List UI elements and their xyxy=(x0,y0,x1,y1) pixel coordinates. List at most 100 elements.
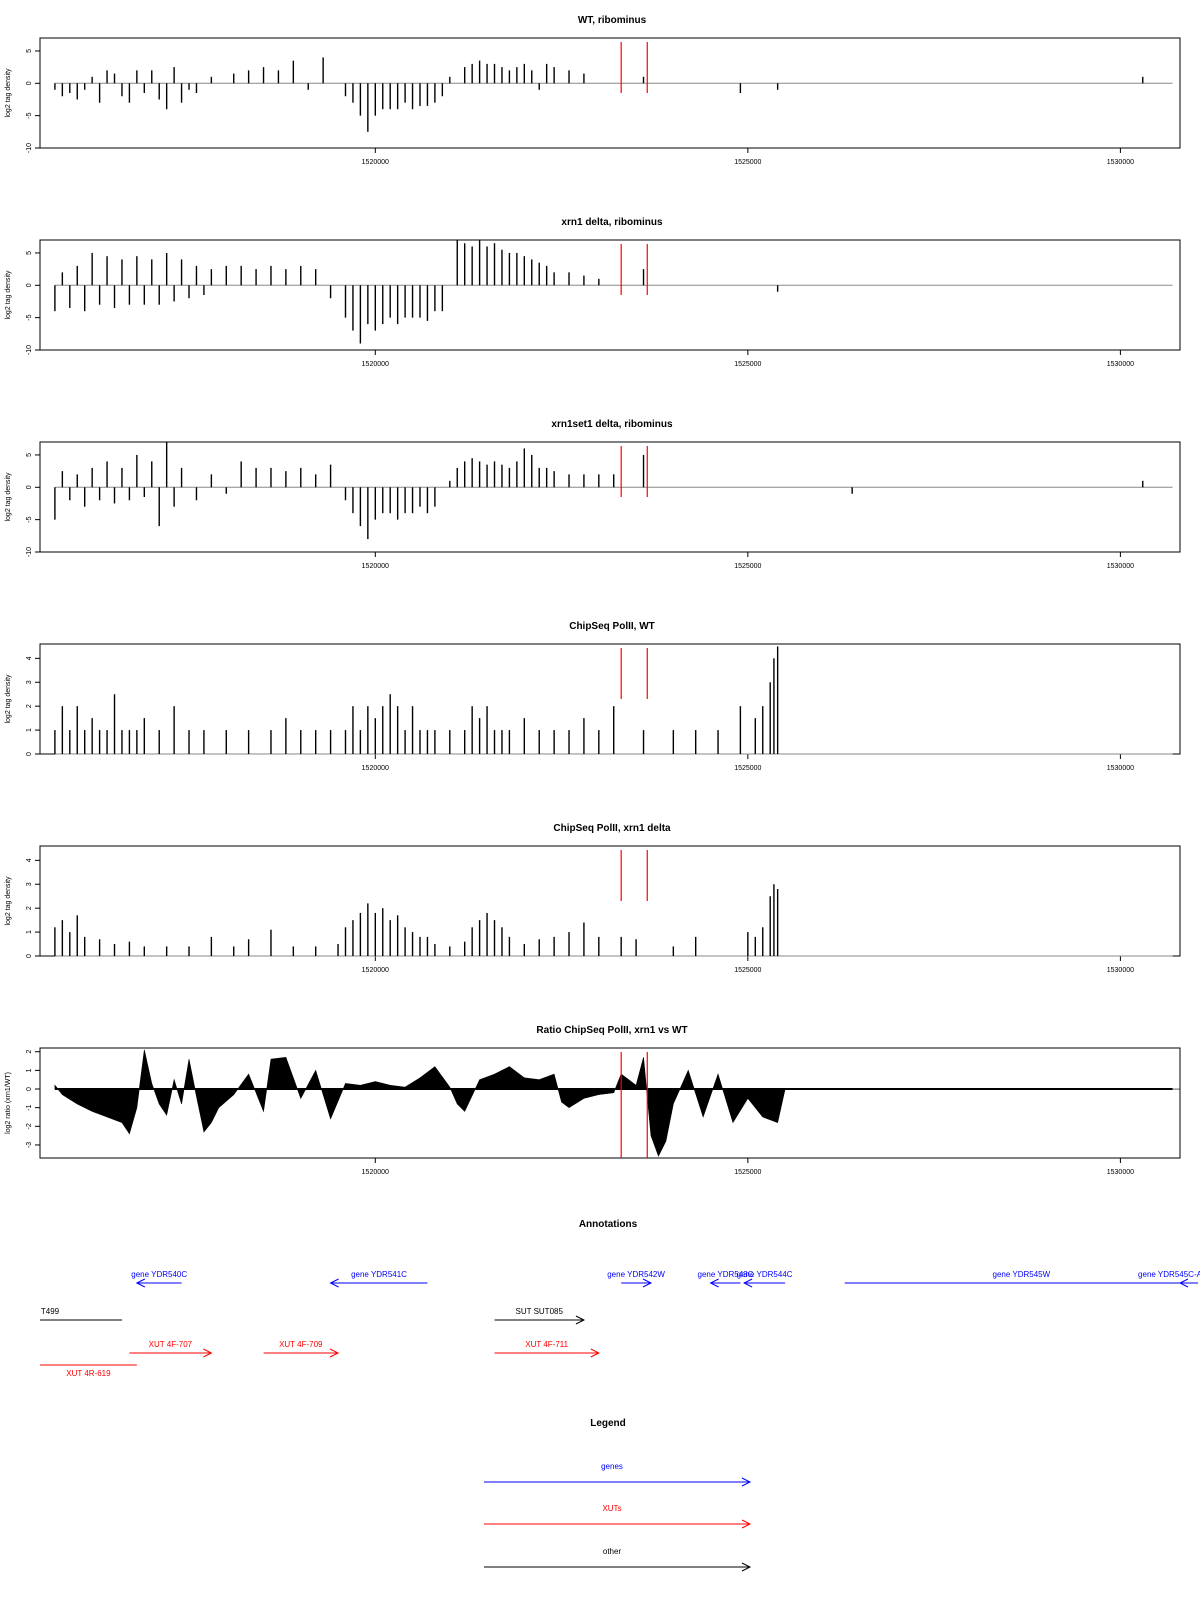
annotations-title: Annotations xyxy=(579,1219,638,1230)
y-tick-label: -5 xyxy=(26,314,33,320)
legend-label: XUTs xyxy=(602,1504,621,1513)
panel-title: ChipSeq PolII, xrn1 delta xyxy=(553,823,671,834)
x-tick-label: 1525000 xyxy=(734,967,761,974)
annotation-xut-4f-709: XUT 4F-709 xyxy=(263,1340,340,1358)
y-tick-label: 0 xyxy=(26,283,33,287)
legend-label: genes xyxy=(601,1462,623,1471)
x-tick-label: 1520000 xyxy=(362,967,389,974)
y-tick-label: -1 xyxy=(26,1104,33,1110)
track-panel-4: ChipSeq PolII, WT log2 tag density 0 1 2 3 4 15… xyxy=(5,621,1181,772)
y-tick-label: 2 xyxy=(26,906,33,910)
feature-label: gene YDR545C-A xyxy=(1138,1270,1200,1279)
y-tick-label: -10 xyxy=(26,345,33,355)
annotation-xut-4f-711: XUT 4F-711 xyxy=(494,1340,600,1358)
annotation-gene-ydr544c: gene YDR544C xyxy=(737,1270,793,1288)
x-tick-label: 1520000 xyxy=(362,765,389,772)
x-tick-label: 1530000 xyxy=(1107,563,1134,570)
panel-title: ChipSeq PolII, WT xyxy=(569,621,655,632)
annotation-gene-ydr543c: gene YDR543C xyxy=(698,1270,754,1288)
arrow-right-icon xyxy=(203,1348,213,1358)
y-tick-label: -3 xyxy=(26,1142,33,1148)
y-tick-label: 3 xyxy=(26,882,33,886)
feature-label: gene YDR545W xyxy=(993,1270,1051,1279)
x-tick-label: 1520000 xyxy=(362,159,389,166)
x-tick-label: 1520000 xyxy=(362,563,389,570)
feature-label: gene YDR541C xyxy=(351,1270,407,1279)
annotation-features: gene YDR540C gene YDR541C gene YDR542W gene… xyxy=(40,1270,1200,1378)
arrow-right-icon xyxy=(741,1477,752,1487)
track-panel-1: WT, ribominus log2 tag density -10 -5 0 5 1520… xyxy=(5,15,1181,166)
annotation-xut-4r-619: XUT 4R-619 xyxy=(40,1364,137,1378)
x-tick-label: 1525000 xyxy=(734,765,761,772)
arrow-left-icon xyxy=(1178,1278,1189,1288)
plot-frame xyxy=(39,643,1181,755)
track-panel-2: xrn1 delta, ribominus log2 tag density -10… xyxy=(5,217,1181,368)
y-axis-label: log2 tag density xyxy=(5,472,12,522)
annotation-sut-sut085: SUT SUT085 xyxy=(494,1307,586,1325)
feature-label: XUT 4F-707 xyxy=(149,1340,193,1349)
panel-title: Ratio ChipSeq PolII, xrn1 vs WT xyxy=(536,1025,687,1036)
legend-entry-XUTs: XUTs xyxy=(484,1504,752,1529)
plot-frame xyxy=(39,441,1181,553)
arrow-left-icon xyxy=(135,1278,146,1288)
y-tick-label: 0 xyxy=(26,1087,33,1091)
x-tick-label: 1530000 xyxy=(1107,1169,1134,1176)
plot-frame xyxy=(39,239,1181,351)
y-axis-label: log2 tag density xyxy=(5,270,12,320)
y-tick-label: 1 xyxy=(26,1068,33,1072)
y-tick-label: 1 xyxy=(26,930,33,934)
y-tick-label: -5 xyxy=(26,112,33,118)
feature-label: SUT SUT085 xyxy=(515,1307,563,1316)
track-panel-3: xrn1set1 delta, ribominus log2 tag densit… xyxy=(5,419,1181,570)
legend: Legend genes XUTs other xyxy=(484,1418,752,1572)
feature-label: gene YDR540C xyxy=(131,1270,187,1279)
feature-label: XUT 4R-619 xyxy=(66,1369,111,1378)
arrow-left-icon xyxy=(742,1278,753,1288)
y-tick-label: -10 xyxy=(26,143,33,153)
x-tick-label: 1525000 xyxy=(734,159,761,166)
x-tick-label: 1525000 xyxy=(734,1169,761,1176)
arrow-right-icon xyxy=(590,1348,600,1358)
x-tick-label: 1520000 xyxy=(362,361,389,368)
y-tick-label: 1 xyxy=(26,728,33,732)
y-tick-label: -2 xyxy=(26,1123,33,1129)
y-axis-label: log2 tag density xyxy=(5,674,12,724)
y-axis-label: log2 ratio (xrn1/WT) xyxy=(5,1072,12,1134)
y-tick-label: 5 xyxy=(26,251,33,255)
y-tick-label: 2 xyxy=(26,704,33,708)
annotation-gene-ydr540c: gene YDR540C xyxy=(131,1270,187,1288)
panel-title: xrn1 delta, ribominus xyxy=(561,217,663,228)
feature-label: XUT 4F-711 xyxy=(525,1340,568,1349)
y-tick-label: 0 xyxy=(26,485,33,489)
plot-frame xyxy=(39,1047,1181,1159)
x-tick-label: 1530000 xyxy=(1107,765,1134,772)
feature-label: gene YDR542W xyxy=(607,1270,665,1279)
y-tick-label: 5 xyxy=(26,453,33,457)
ratio-area xyxy=(54,1049,1180,1157)
legend-entry-genes: genes xyxy=(484,1462,752,1487)
annotation-t499: T499 xyxy=(40,1307,122,1321)
y-tick-label: 3 xyxy=(26,680,33,684)
legend-title: Legend xyxy=(590,1418,626,1429)
y-tick-label: -10 xyxy=(26,547,33,557)
annotations-section: Annotations gene YDR540C gene YDR541C gene… xyxy=(40,1219,1200,1378)
y-tick-label: 0 xyxy=(26,81,33,85)
panel-title: WT, ribominus xyxy=(578,15,647,26)
feature-label: T499 xyxy=(41,1307,60,1316)
track-panel-6: Ratio ChipSeq PolII, xrn1 vs WT log2 rati… xyxy=(5,1025,1181,1176)
arrow-right-icon xyxy=(642,1278,653,1288)
x-tick-label: 1525000 xyxy=(734,563,761,570)
y-tick-label: 2 xyxy=(26,1050,33,1054)
y-tick-label: 4 xyxy=(26,656,33,660)
y-axis-label: log2 tag density xyxy=(5,876,12,926)
annotation-xut-4f-707: XUT 4F-707 xyxy=(129,1340,213,1358)
legend-label: other xyxy=(603,1547,622,1556)
panel-title: xrn1set1 delta, ribominus xyxy=(551,419,673,430)
arrow-right-icon xyxy=(741,1519,752,1529)
annotation-gene-ydr541c: gene YDR541C xyxy=(329,1270,428,1288)
annotation-gene-ydr545w: gene YDR545W xyxy=(844,1270,1198,1284)
arrow-left-icon xyxy=(329,1278,339,1288)
feature-label: gene YDR543C xyxy=(698,1270,754,1279)
